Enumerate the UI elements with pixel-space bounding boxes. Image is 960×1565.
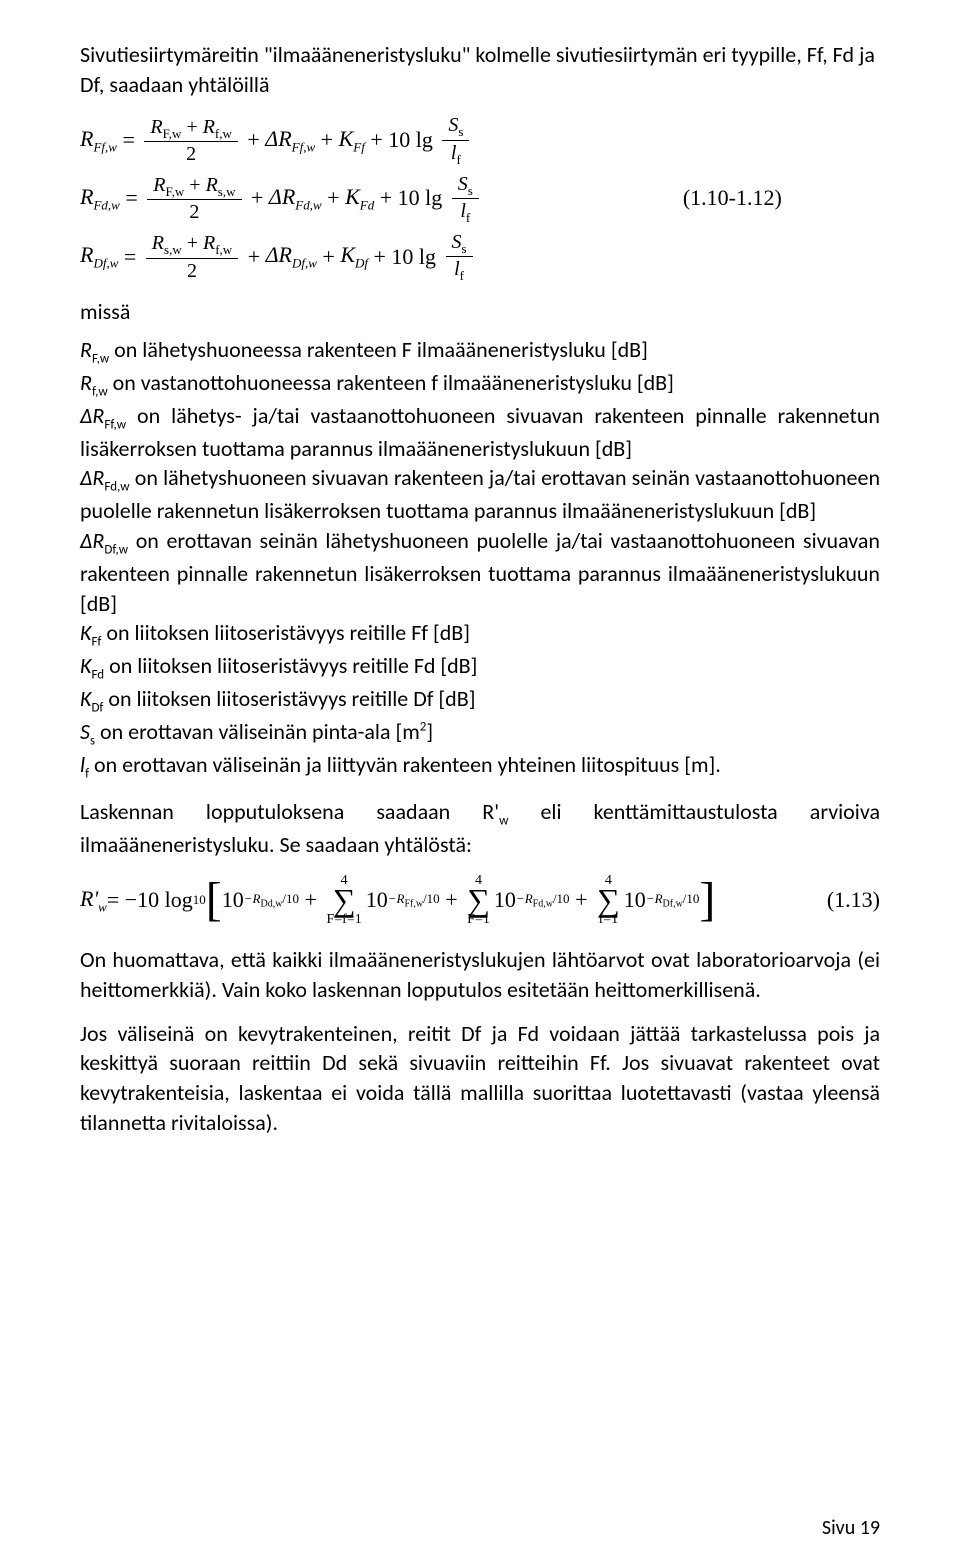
equation-1: RFf,w = RF,w + Rf,w 2 + ΔRFf,w + KFf + 1…	[80, 113, 880, 167]
equation-number-1: (1.10-1.12)	[683, 185, 782, 211]
equation-block: RFf,w = RF,w + Rf,w 2 + ΔRFf,w + KFf + 1…	[80, 113, 880, 284]
eq-plus: +	[242, 244, 265, 270]
eq-plus: +	[322, 185, 345, 211]
eq-equals: =	[117, 127, 140, 153]
eq-equals: =	[120, 185, 143, 211]
eq2-lhs: RFd,w	[80, 184, 120, 213]
eq2-delta: ΔRFd,w	[269, 184, 322, 213]
eq3-delta: ΔRDf,w	[266, 242, 317, 271]
eq3-frac2: Ss lf	[446, 230, 473, 284]
equation-3: RDf,w = Rs,w + Rf,w 2 + ΔRDf,w + KDf + 1…	[80, 230, 880, 284]
eq-plus: +	[242, 127, 265, 153]
eq2-k: KFd	[345, 184, 374, 213]
eq-equals: =	[118, 244, 141, 270]
eq3-k: KDf	[340, 242, 368, 271]
eq1-frac1: RF,w + Rf,w 2	[144, 115, 238, 167]
result-paragraph: Laskennan lopputuloksena saadaan R'w eli…	[80, 797, 880, 860]
right-bracket-icon: ]	[699, 881, 715, 919]
sum-2-icon: 4∑F=1	[467, 874, 490, 928]
eq2-frac1: RF,w + Rs,w 2	[147, 173, 241, 225]
page: Sivutiesiirtymäreitin "ilmaääneneristysl…	[0, 0, 960, 1565]
eq2-frac2: Ss lf	[452, 172, 479, 226]
eq-plus: +	[246, 185, 269, 211]
intro-text: Sivutiesiirtymäreitin "ilmaääneneristysl…	[80, 40, 880, 99]
missa-label: missä	[80, 298, 880, 325]
eq3-lhs: RDf,w	[80, 242, 118, 271]
equation-number-2: (1.13)	[827, 887, 880, 913]
eq1-lhs: RFf,w	[80, 126, 117, 155]
sum-3-icon: 4∑f=1	[597, 874, 620, 928]
left-bracket-icon: [	[206, 881, 222, 919]
page-number: Sivu 19	[822, 1516, 880, 1540]
equation-2: RFd,w = RF,w + Rs,w 2 + ΔRFd,w + KFd + 1…	[80, 172, 880, 226]
sum-1-icon: 4∑F=f=1	[326, 874, 361, 928]
eq1-frac2: Ss lf	[442, 113, 469, 167]
eq-plus: +	[317, 244, 340, 270]
eq3-tail: + 10 lg	[368, 244, 442, 270]
eq1-delta: ΔRFf,w	[265, 126, 315, 155]
eq1-k: KFf	[339, 126, 365, 155]
eq3-frac1: Rs,w + Rf,w 2	[146, 231, 238, 283]
paragraph-2: Jos väliseinä on kevytrakenteinen, reiti…	[80, 1019, 880, 1138]
eq1-tail: + 10 lg	[365, 127, 439, 153]
eq2-tail: + 10 lg	[374, 185, 448, 211]
paragraph-1: On huomattava, että kaikki ilmaääneneris…	[80, 945, 880, 1004]
equation-result: R'w = −10 log10 [ 10−RDd,w/10 + 4∑F=f=1 …	[80, 874, 880, 928]
eq-plus: +	[315, 127, 338, 153]
definitions: RF,w on lähetyshuoneessa rakenteen F ilm…	[80, 335, 880, 783]
